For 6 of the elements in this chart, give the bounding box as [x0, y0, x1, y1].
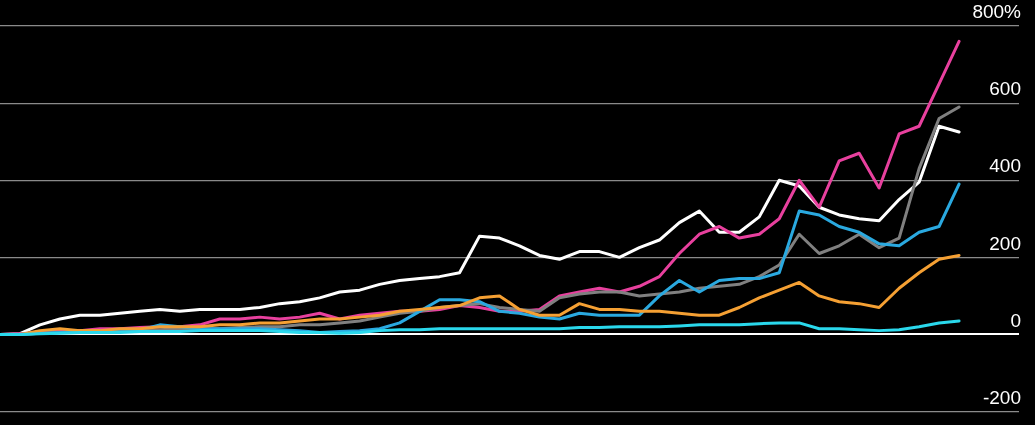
y-tick-label: 200: [989, 232, 1021, 254]
y-tick-label: 0: [1010, 309, 1021, 331]
y-tick-label: 400: [989, 155, 1021, 177]
y-tick-label: 600: [989, 78, 1021, 100]
y-tick-label: 800%: [972, 1, 1022, 23]
y-tick-label: -200: [982, 386, 1021, 408]
